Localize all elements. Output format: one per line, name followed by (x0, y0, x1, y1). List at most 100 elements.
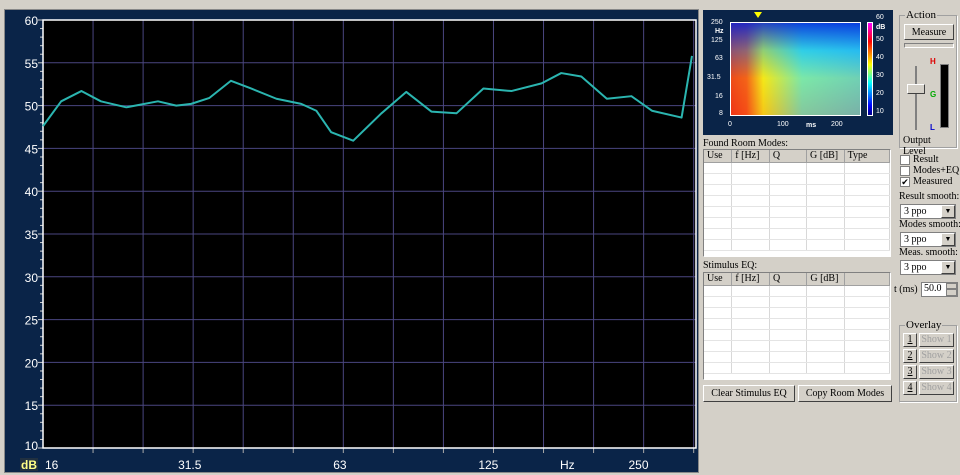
table-cell[interactable] (769, 162, 808, 174)
column-header[interactable]: f [Hz] (731, 273, 770, 286)
table-cell[interactable] (806, 307, 845, 319)
table-cell[interactable] (704, 329, 733, 341)
table-cell[interactable] (844, 318, 890, 330)
table-row[interactable] (704, 239, 890, 251)
table-cell[interactable] (806, 217, 845, 229)
table-cell[interactable] (704, 173, 733, 185)
table-cell[interactable] (769, 362, 808, 374)
table-cell[interactable] (769, 173, 808, 185)
table-row[interactable] (704, 162, 890, 174)
overlay-3-button[interactable]: 3 (903, 365, 917, 379)
table-cell[interactable] (806, 195, 845, 207)
table-cell[interactable] (731, 206, 770, 218)
table-cell[interactable] (806, 184, 845, 196)
table-cell[interactable] (731, 217, 770, 229)
table-cell[interactable] (806, 351, 845, 363)
table-row[interactable] (704, 285, 890, 297)
table-cell[interactable] (806, 296, 845, 308)
table-cell[interactable] (731, 162, 770, 174)
table-row[interactable] (704, 362, 890, 374)
checkbox-box[interactable]: ✔ (900, 176, 910, 187)
checkbox-box[interactable] (900, 165, 910, 176)
table-cell[interactable] (844, 173, 890, 185)
stimulus-eq-table[interactable]: Use f [Hz] Q G [dB] (703, 272, 891, 380)
table-cell[interactable] (704, 228, 733, 240)
table-cell[interactable] (769, 184, 808, 196)
table-cell[interactable] (731, 173, 770, 185)
time-value[interactable]: 50.0 (924, 283, 942, 294)
table-cell[interactable] (844, 340, 890, 352)
table-cell[interactable] (769, 228, 808, 240)
table-row[interactable] (704, 206, 890, 218)
table-cell[interactable] (731, 228, 770, 240)
column-header[interactable]: Q (769, 273, 808, 286)
table-cell[interactable] (844, 217, 890, 229)
overlay-show-1-button[interactable]: Show 1 (919, 333, 954, 347)
table-cell[interactable] (806, 329, 845, 341)
column-header[interactable]: G [dB] (806, 273, 845, 286)
table-cell[interactable] (844, 195, 890, 207)
table-cell[interactable] (731, 296, 770, 308)
column-header[interactable]: Q (769, 150, 808, 163)
overlay-4-button[interactable]: 4 (903, 381, 917, 395)
smoothing-select[interactable]: 3 ppo ▼ (900, 260, 956, 275)
table-row[interactable] (704, 307, 890, 319)
table-cell[interactable] (844, 206, 890, 218)
table-cell[interactable] (704, 318, 733, 330)
column-header[interactable]: Use (704, 273, 733, 286)
table-cell[interactable] (806, 162, 845, 174)
frequency-response-graph[interactable]: 10 15 20 25 30 35 40 45 50 55 60 16 31.5 63 125 250 Hz dB (4, 9, 699, 473)
table-cell[interactable] (844, 307, 890, 319)
overlay-show-3-button[interactable]: Show 3 (919, 365, 954, 379)
chevron-down-icon[interactable]: ▼ (941, 205, 955, 218)
table-cell[interactable] (769, 217, 808, 229)
smoothing-select[interactable]: 3 ppo ▼ (900, 232, 956, 247)
table-row[interactable] (704, 296, 890, 308)
table-cell[interactable] (769, 351, 808, 363)
table-cell[interactable] (769, 285, 808, 297)
table-cell[interactable] (844, 228, 890, 240)
table-cell[interactable] (704, 351, 733, 363)
overlay-show-4-button[interactable]: Show 4 (919, 381, 954, 395)
table-cell[interactable] (704, 239, 733, 251)
spin-up-button[interactable] (946, 283, 957, 289)
table-cell[interactable] (806, 228, 845, 240)
table-cell[interactable] (806, 318, 845, 330)
table-cell[interactable] (731, 351, 770, 363)
overlay-2-button[interactable]: 2 (903, 349, 917, 363)
table-cell[interactable] (731, 184, 770, 196)
copy-room-modes-button[interactable]: Copy Room Modes (798, 385, 892, 402)
spin-down-button[interactable] (946, 289, 957, 296)
table-cell[interactable] (806, 206, 845, 218)
table-cell[interactable] (769, 318, 808, 330)
table-cell[interactable] (806, 173, 845, 185)
table-cell[interactable] (731, 285, 770, 297)
checkbox-modes-eq[interactable]: Modes+EQ (900, 165, 959, 176)
table-cell[interactable] (704, 162, 733, 174)
table-cell[interactable] (704, 217, 733, 229)
table-row[interactable] (704, 173, 890, 185)
table-cell[interactable] (844, 162, 890, 174)
table-cell[interactable] (769, 329, 808, 341)
table-cell[interactable] (769, 307, 808, 319)
overlay-1-button[interactable]: 1 (903, 333, 917, 347)
table-row[interactable] (704, 228, 890, 240)
table-cell[interactable] (844, 184, 890, 196)
smoothing-select[interactable]: 3 ppo ▼ (900, 204, 956, 219)
table-row[interactable] (704, 340, 890, 352)
column-header[interactable] (844, 273, 890, 286)
table-row[interactable] (704, 184, 890, 196)
column-header[interactable]: Use (704, 150, 733, 163)
output-level-slider[interactable] (906, 66, 926, 130)
measure-button[interactable]: Measure (904, 24, 954, 40)
column-header[interactable]: G [dB] (806, 150, 845, 163)
table-row[interactable] (704, 329, 890, 341)
table-cell[interactable] (731, 329, 770, 341)
table-cell[interactable] (704, 296, 733, 308)
table-row[interactable] (704, 318, 890, 330)
table-cell[interactable] (844, 351, 890, 363)
time-spinner[interactable]: 50.0 (921, 282, 958, 297)
table-cell[interactable] (704, 206, 733, 218)
table-cell[interactable] (844, 362, 890, 374)
table-cell[interactable] (769, 296, 808, 308)
